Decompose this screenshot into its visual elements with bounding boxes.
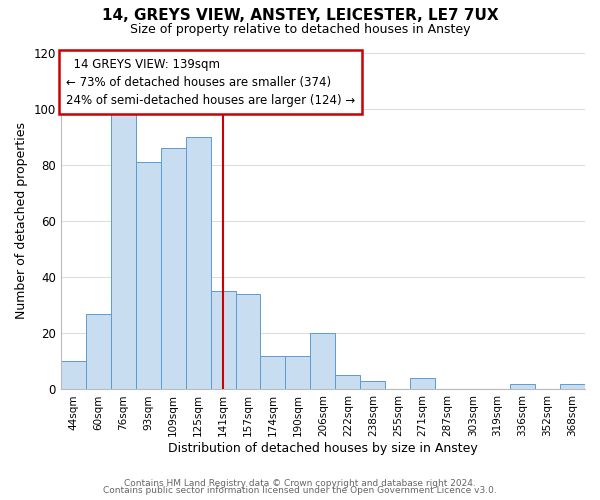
Text: 14, GREYS VIEW, ANSTEY, LEICESTER, LE7 7UX: 14, GREYS VIEW, ANSTEY, LEICESTER, LE7 7… [101,8,499,22]
Bar [260,356,286,390]
Bar [86,314,111,390]
Bar [335,376,361,390]
Bar [61,362,86,390]
Bar [310,334,335,390]
Text: Size of property relative to detached houses in Anstey: Size of property relative to detached ho… [130,22,470,36]
X-axis label: Distribution of detached houses by size in Anstey: Distribution of detached houses by size … [168,442,478,455]
Bar [111,114,136,390]
Bar [211,291,236,390]
Text: Contains public sector information licensed under the Open Government Licence v3: Contains public sector information licen… [103,486,497,495]
Bar [560,384,585,390]
Text: 14 GREYS VIEW: 139sqm  
← 73% of detached houses are smaller (374)
24% of semi-d: 14 GREYS VIEW: 139sqm ← 73% of detached … [66,58,355,106]
Y-axis label: Number of detached properties: Number of detached properties [15,122,28,320]
Bar [510,384,535,390]
Bar [185,136,211,390]
Bar [361,381,385,390]
Bar [161,148,185,390]
Bar [236,294,260,390]
Bar [410,378,435,390]
Bar [136,162,161,390]
Text: Contains HM Land Registry data © Crown copyright and database right 2024.: Contains HM Land Registry data © Crown c… [124,478,476,488]
Bar [286,356,310,390]
